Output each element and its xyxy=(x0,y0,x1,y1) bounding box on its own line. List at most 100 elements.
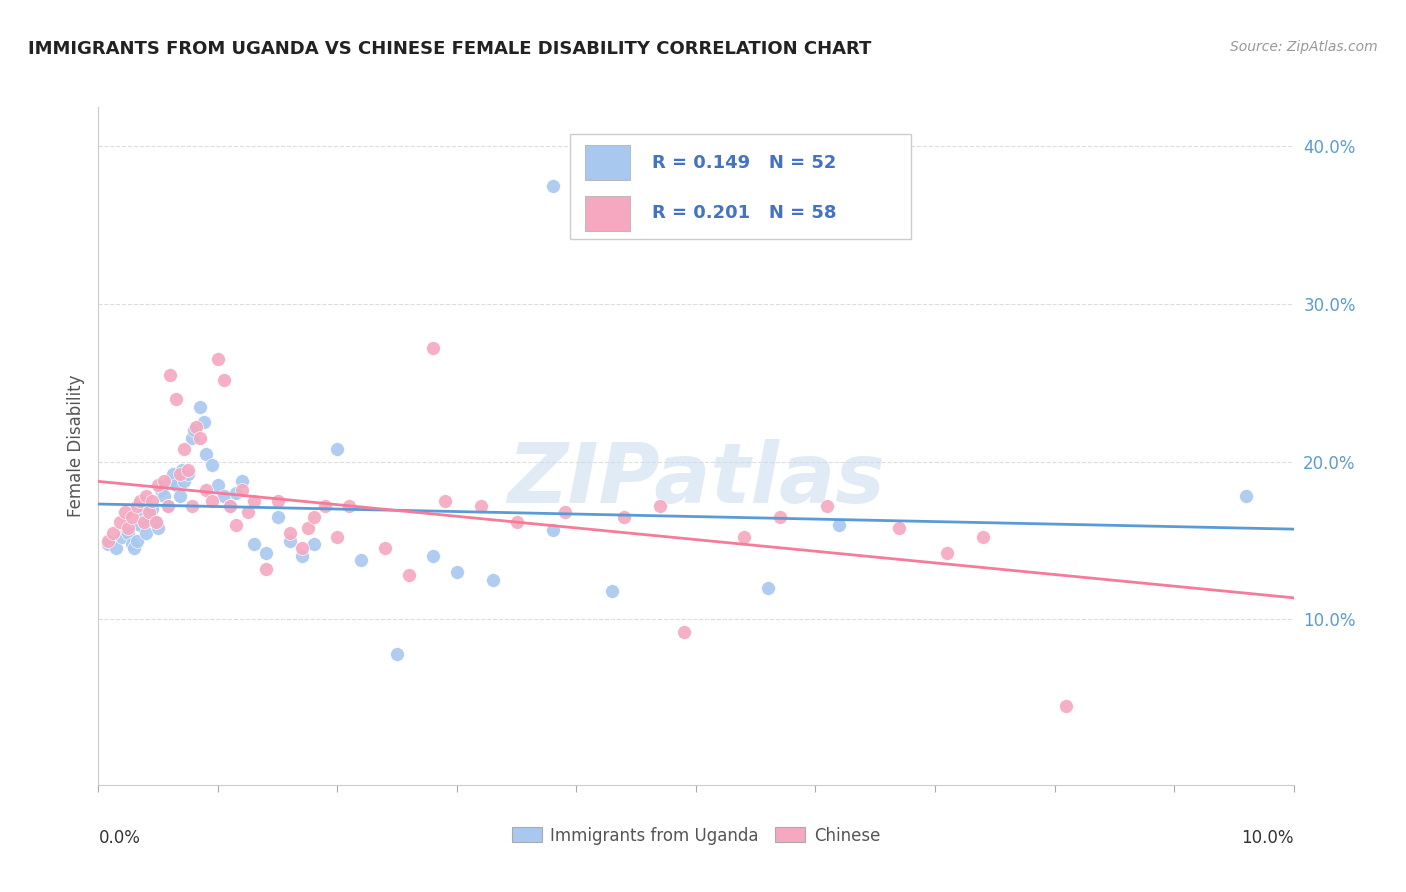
Point xyxy=(541,178,564,193)
Point xyxy=(124,541,146,556)
Point xyxy=(769,510,792,524)
Point xyxy=(172,463,194,477)
Point xyxy=(339,499,361,513)
Point xyxy=(125,533,148,548)
Point xyxy=(267,494,290,508)
Point xyxy=(114,505,136,519)
Point xyxy=(446,565,468,579)
Point xyxy=(125,499,148,513)
Point xyxy=(385,647,409,661)
Point xyxy=(613,510,636,524)
Point xyxy=(278,525,301,540)
Point xyxy=(434,494,457,508)
Point xyxy=(650,499,672,513)
Point xyxy=(145,515,167,529)
Point xyxy=(506,515,529,529)
Point xyxy=(177,463,200,477)
Point xyxy=(169,490,191,504)
Point xyxy=(121,510,143,524)
Point xyxy=(135,525,157,540)
Point xyxy=(188,400,211,414)
Point xyxy=(326,442,349,457)
Point xyxy=(541,523,564,537)
Point xyxy=(254,546,277,560)
Point xyxy=(156,499,179,513)
Point xyxy=(254,562,277,576)
Point xyxy=(267,510,290,524)
Point xyxy=(148,478,170,492)
Text: R = 0.201   N = 58: R = 0.201 N = 58 xyxy=(652,204,837,222)
Point xyxy=(173,474,195,488)
Point xyxy=(1234,490,1257,504)
Point xyxy=(162,467,184,482)
Text: 0.0%: 0.0% xyxy=(98,829,141,847)
Point xyxy=(297,521,319,535)
Point xyxy=(111,531,134,545)
Point xyxy=(972,531,994,545)
Point xyxy=(135,490,157,504)
Point xyxy=(145,515,167,529)
Point xyxy=(186,420,208,434)
Point xyxy=(243,494,266,508)
Point xyxy=(422,341,444,355)
Point xyxy=(291,541,314,556)
FancyBboxPatch shape xyxy=(585,196,630,231)
Point xyxy=(193,415,215,429)
Point xyxy=(141,502,163,516)
Point xyxy=(169,467,191,482)
Point xyxy=(1056,699,1078,714)
Point xyxy=(201,494,224,508)
Point xyxy=(278,533,301,548)
Point xyxy=(117,525,139,540)
Point xyxy=(165,478,187,492)
Point xyxy=(207,352,229,367)
Point xyxy=(673,625,696,640)
Point xyxy=(117,521,139,535)
Point xyxy=(207,478,229,492)
Point xyxy=(756,581,779,595)
Point xyxy=(815,499,838,513)
FancyBboxPatch shape xyxy=(585,145,630,180)
Point xyxy=(243,537,266,551)
Point xyxy=(183,423,205,437)
Point xyxy=(180,431,202,445)
Point xyxy=(889,521,911,535)
Point xyxy=(219,499,242,513)
Point xyxy=(350,552,373,566)
Point xyxy=(554,505,576,519)
Point xyxy=(212,490,235,504)
Point xyxy=(97,533,120,548)
Text: Source: ZipAtlas.com: Source: ZipAtlas.com xyxy=(1230,40,1378,54)
Point xyxy=(212,373,235,387)
Point xyxy=(149,483,172,497)
Point xyxy=(159,368,181,382)
Point xyxy=(108,515,131,529)
Text: IMMIGRANTS FROM UGANDA VS CHINESE FEMALE DISABILITY CORRELATION CHART: IMMIGRANTS FROM UGANDA VS CHINESE FEMALE… xyxy=(28,40,872,58)
Point xyxy=(231,474,253,488)
Point xyxy=(165,392,187,406)
Point xyxy=(828,517,851,532)
Legend: Immigrants from Uganda, Chinese: Immigrants from Uganda, Chinese xyxy=(505,820,887,851)
Point xyxy=(195,447,218,461)
Point xyxy=(156,499,179,513)
Point xyxy=(231,483,253,497)
Point xyxy=(326,531,349,545)
Text: 10.0%: 10.0% xyxy=(1241,829,1294,847)
Point xyxy=(602,584,624,599)
Point xyxy=(219,499,242,513)
Text: ZIPatlas: ZIPatlas xyxy=(508,440,884,520)
Point xyxy=(225,517,247,532)
Y-axis label: Female Disability: Female Disability xyxy=(66,375,84,517)
Point xyxy=(398,568,420,582)
Point xyxy=(138,505,160,519)
Point xyxy=(482,573,505,587)
Point xyxy=(105,541,128,556)
Point xyxy=(153,474,176,488)
Text: R = 0.149   N = 52: R = 0.149 N = 52 xyxy=(652,153,837,171)
Point xyxy=(733,531,755,545)
Point xyxy=(177,467,200,482)
Point xyxy=(236,505,259,519)
Point xyxy=(302,510,325,524)
Point xyxy=(470,499,492,513)
Point xyxy=(201,458,224,472)
